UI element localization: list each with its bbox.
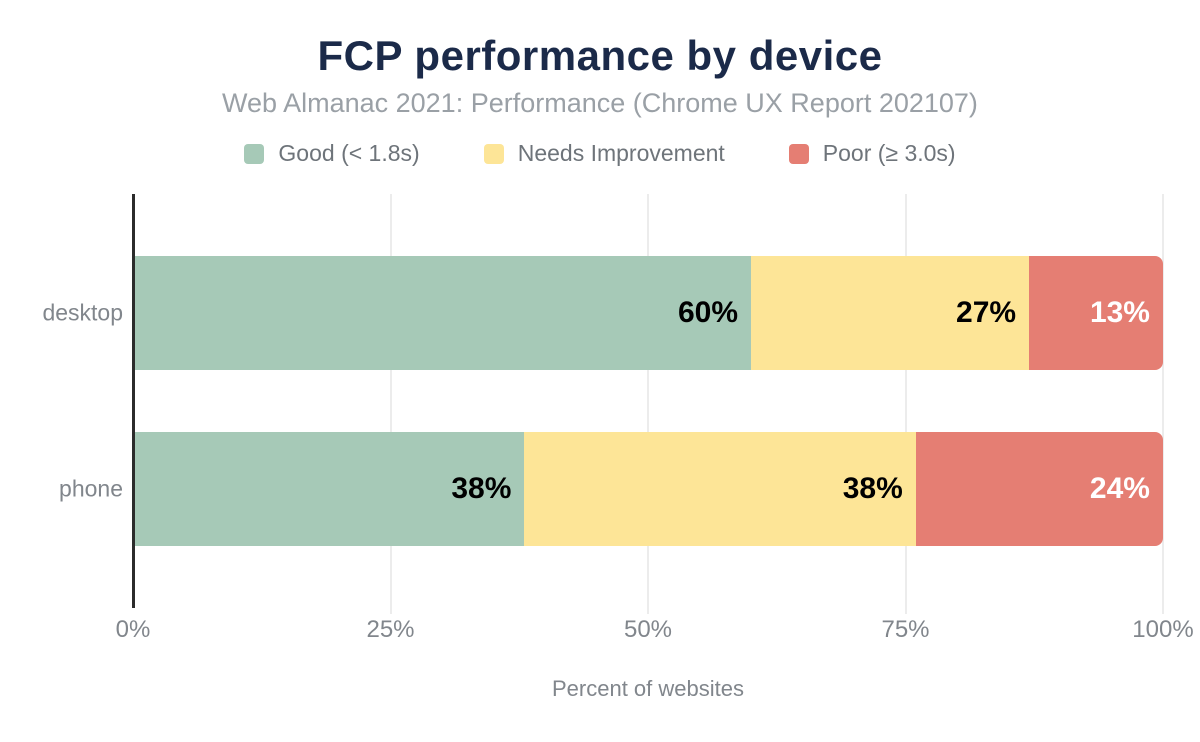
bar-segment-desktop-needs[interactable]: 27% (751, 256, 1030, 370)
gridline-50% (647, 194, 649, 614)
x-tick-50%: 50% (623, 616, 673, 643)
legend-label: Needs Improvement (517, 140, 725, 166)
y-axis-category-labels: desktop phone (0, 194, 123, 608)
x-tick-75%: 75% (881, 616, 930, 643)
bar-segment-phone-needs[interactable]: 38% (524, 432, 916, 546)
legend-item-3: Poor (≥ 3.0s) (788, 140, 956, 167)
legend-label: Poor (≥ 3.0s) (822, 140, 956, 166)
legend-item-2: Needs Improvement (483, 140, 725, 167)
legend-item-1: Good (< 1.8s) (244, 140, 420, 167)
legend-swatch-icon (244, 143, 265, 164)
bar-value-label: 27% (956, 296, 1017, 329)
gridline-100% (1162, 194, 1164, 614)
x-tick-100%: 100% (1132, 616, 1194, 643)
bar-segment-phone-poor[interactable]: 24% (915, 432, 1163, 546)
bar-value-label: 38% (842, 472, 903, 505)
chart-subtitle: Web Almanac 2021: Performance (Chrome UX… (222, 88, 978, 118)
y-axis-line (132, 194, 135, 608)
gridline-25% (389, 194, 392, 614)
x-tick-25%: 25% (366, 616, 415, 643)
y-label-phone: phone (59, 475, 123, 502)
bar-value-label: 60% (677, 296, 738, 329)
x-axis-tick-labels: 0% 25% 50% 75% 100% (116, 616, 1194, 646)
legend-label: Good (< 1.8s) (278, 140, 420, 166)
bar-value-label: 38% (451, 472, 512, 505)
bar-segment-desktop-poor[interactable]: 13% (1029, 256, 1163, 370)
x-axis-title: Percent of websites (552, 676, 744, 701)
plot-area: 60% 27% 13% 38% 38% 24% (132, 194, 1164, 614)
legend-swatch-icon (483, 143, 504, 164)
x-tick-0%: 0% (115, 616, 151, 643)
bar-value-label: 13% (1089, 296, 1150, 329)
chart-title: FCP performance by device (317, 32, 883, 79)
gridline-75% (904, 194, 907, 614)
legend: Good (< 1.8s) Needs Improvement Poor (≥ 3.… (0, 140, 1200, 167)
bar-desktop: 60% 27% 13% (133, 256, 1163, 370)
bar-segment-desktop-good[interactable]: 60% (133, 256, 751, 370)
bar-segment-phone-good[interactable]: 38% (133, 432, 525, 546)
y-label-desktop: desktop (42, 299, 123, 326)
bar-value-label: 24% (1089, 472, 1150, 505)
legend-swatch-icon (788, 143, 809, 164)
bar-phone: 38% 38% 24% (133, 432, 1163, 546)
